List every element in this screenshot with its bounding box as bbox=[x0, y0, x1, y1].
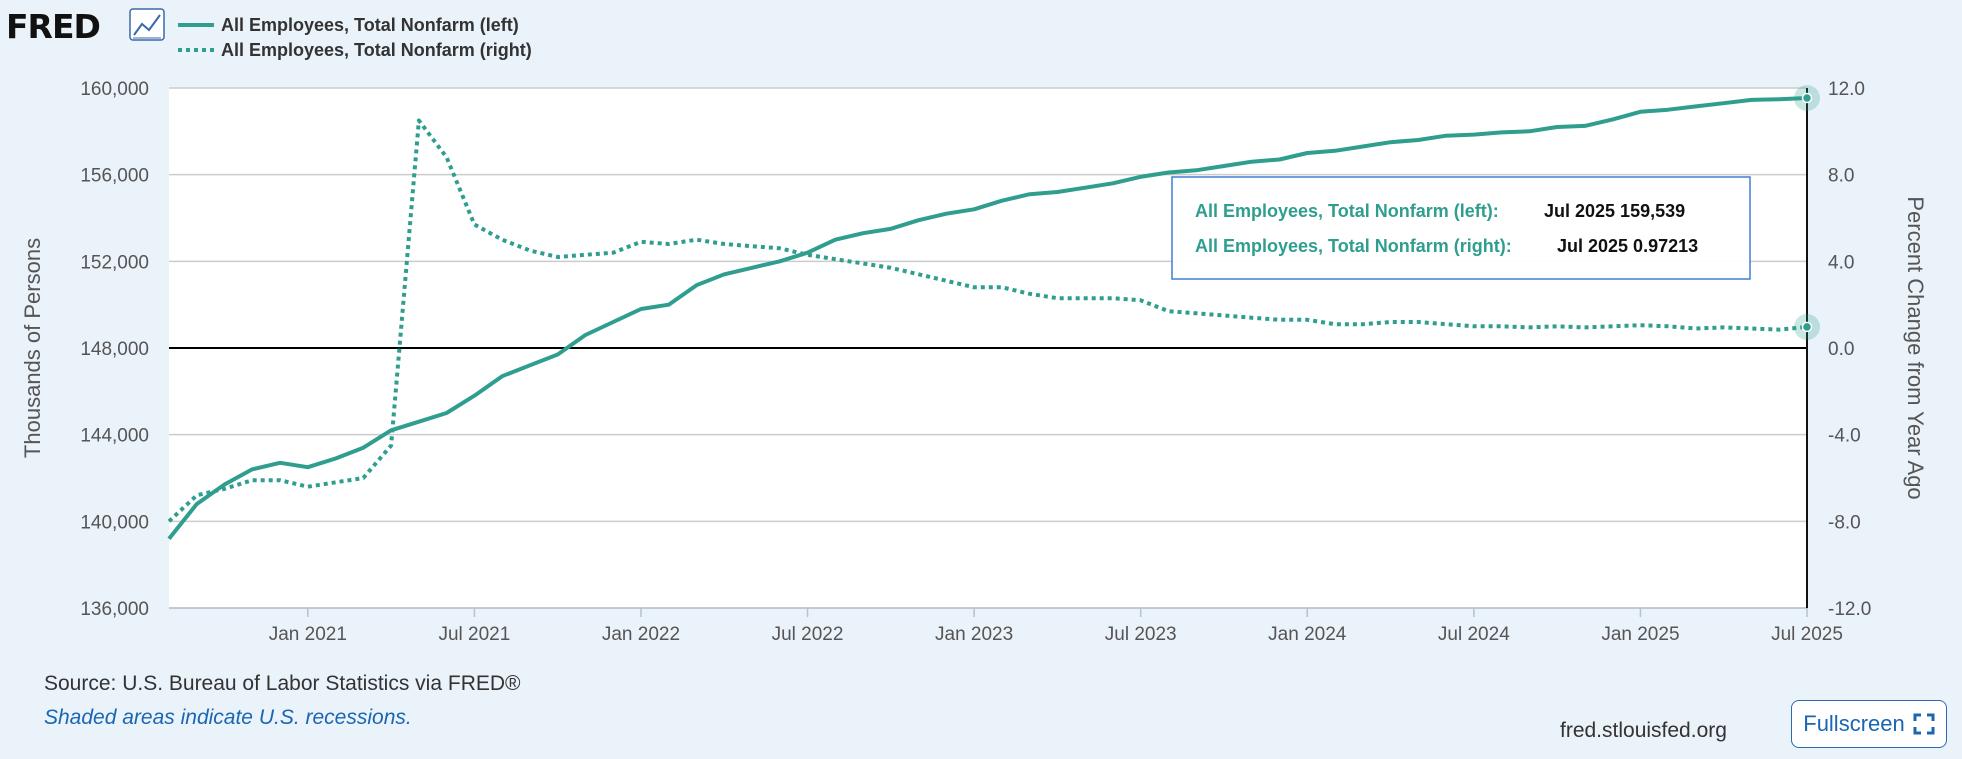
left-tick-label: 152,000 bbox=[80, 252, 149, 273]
x-tick-label: Jan 2024 bbox=[1268, 624, 1347, 645]
left-tick-label: 148,000 bbox=[80, 339, 149, 360]
left-axis-title: Thousands of Persons bbox=[20, 238, 45, 458]
graph-icon bbox=[129, 8, 165, 41]
legend: All Employees, Total Nonfarm (left) All … bbox=[178, 15, 532, 60]
left-tick-label: 156,000 bbox=[80, 166, 149, 187]
right-tick-label: -4.0 bbox=[1828, 426, 1861, 447]
right-tick-label: 8.0 bbox=[1828, 166, 1854, 187]
right-tick-label: 4.0 bbox=[1828, 252, 1854, 273]
x-tick-label: Jul 2023 bbox=[1105, 624, 1177, 645]
tooltip-label-left: All Employees, Total Nonfarm (left): bbox=[1195, 201, 1499, 221]
legend-label-left: All Employees, Total Nonfarm (left) bbox=[221, 15, 519, 35]
source-note: Source: U.S. Bureau of Labor Statistics … bbox=[44, 672, 521, 695]
x-tick-label: Jul 2021 bbox=[438, 624, 510, 645]
hover-marker-point bbox=[1801, 321, 1813, 333]
recession-note: Shaded areas indicate U.S. recessions. bbox=[44, 706, 412, 729]
x-tick-label: Jul 2022 bbox=[772, 624, 844, 645]
fullscreen-button[interactable]: Fullscreen bbox=[1791, 700, 1947, 748]
x-tick-label: Jan 2023 bbox=[935, 624, 1013, 645]
fred-logo[interactable]: FRED bbox=[6, 7, 165, 46]
right-axis-title: Percent Change from Year Ago bbox=[1903, 196, 1928, 499]
series-layer bbox=[167, 96, 1808, 540]
fullscreen-icon bbox=[1913, 713, 1935, 735]
fred-logo-text: FRED bbox=[6, 7, 100, 46]
gridlines bbox=[169, 87, 1807, 609]
right-tick-label: 12.0 bbox=[1828, 79, 1865, 100]
right-tick-label: 0.0 bbox=[1828, 339, 1854, 360]
left-tick-label: 136,000 bbox=[80, 599, 149, 620]
x-tick-label: Jul 2025 bbox=[1771, 624, 1843, 645]
left-tick-label: 140,000 bbox=[80, 512, 149, 533]
x-tick-label: Jan 2025 bbox=[1601, 624, 1679, 645]
x-tick-label: Jan 2022 bbox=[602, 624, 680, 645]
x-tick-label: Jul 2024 bbox=[1438, 624, 1510, 645]
legend-item-left[interactable]: All Employees, Total Nonfarm (left) bbox=[178, 15, 519, 35]
series-line-left bbox=[167, 96, 1808, 540]
axis-ticks: 160,000 156,000 152,000 148,000 144,000 140,0… bbox=[80, 79, 1871, 645]
hover-marker-point bbox=[1801, 92, 1813, 104]
hover-markers bbox=[1794, 84, 1820, 340]
left-tick-label: 144,000 bbox=[80, 426, 149, 447]
left-tick-label: 160,000 bbox=[80, 79, 149, 100]
tooltip-label-right: All Employees, Total Nonfarm (right): bbox=[1195, 236, 1512, 256]
legend-label-right: All Employees, Total Nonfarm (right) bbox=[221, 40, 532, 60]
tooltip-value-left: Jul 2025 159,539 bbox=[1544, 201, 1685, 221]
x-tick-label: Jan 2021 bbox=[269, 624, 347, 645]
legend-item-right[interactable]: All Employees, Total Nonfarm (right) bbox=[178, 40, 532, 60]
right-tick-label: -12.0 bbox=[1828, 599, 1871, 620]
fullscreen-label: Fullscreen bbox=[1803, 711, 1905, 736]
tooltip-value-right: Jul 2025 0.97213 bbox=[1557, 236, 1698, 256]
tooltip-box bbox=[1171, 176, 1751, 280]
right-tick-label: -8.0 bbox=[1828, 512, 1861, 533]
site-link[interactable]: fred.stlouisfed.org bbox=[1560, 719, 1727, 742]
tooltip: All Employees, Total Nonfarm (left): Jul… bbox=[1171, 176, 1751, 280]
